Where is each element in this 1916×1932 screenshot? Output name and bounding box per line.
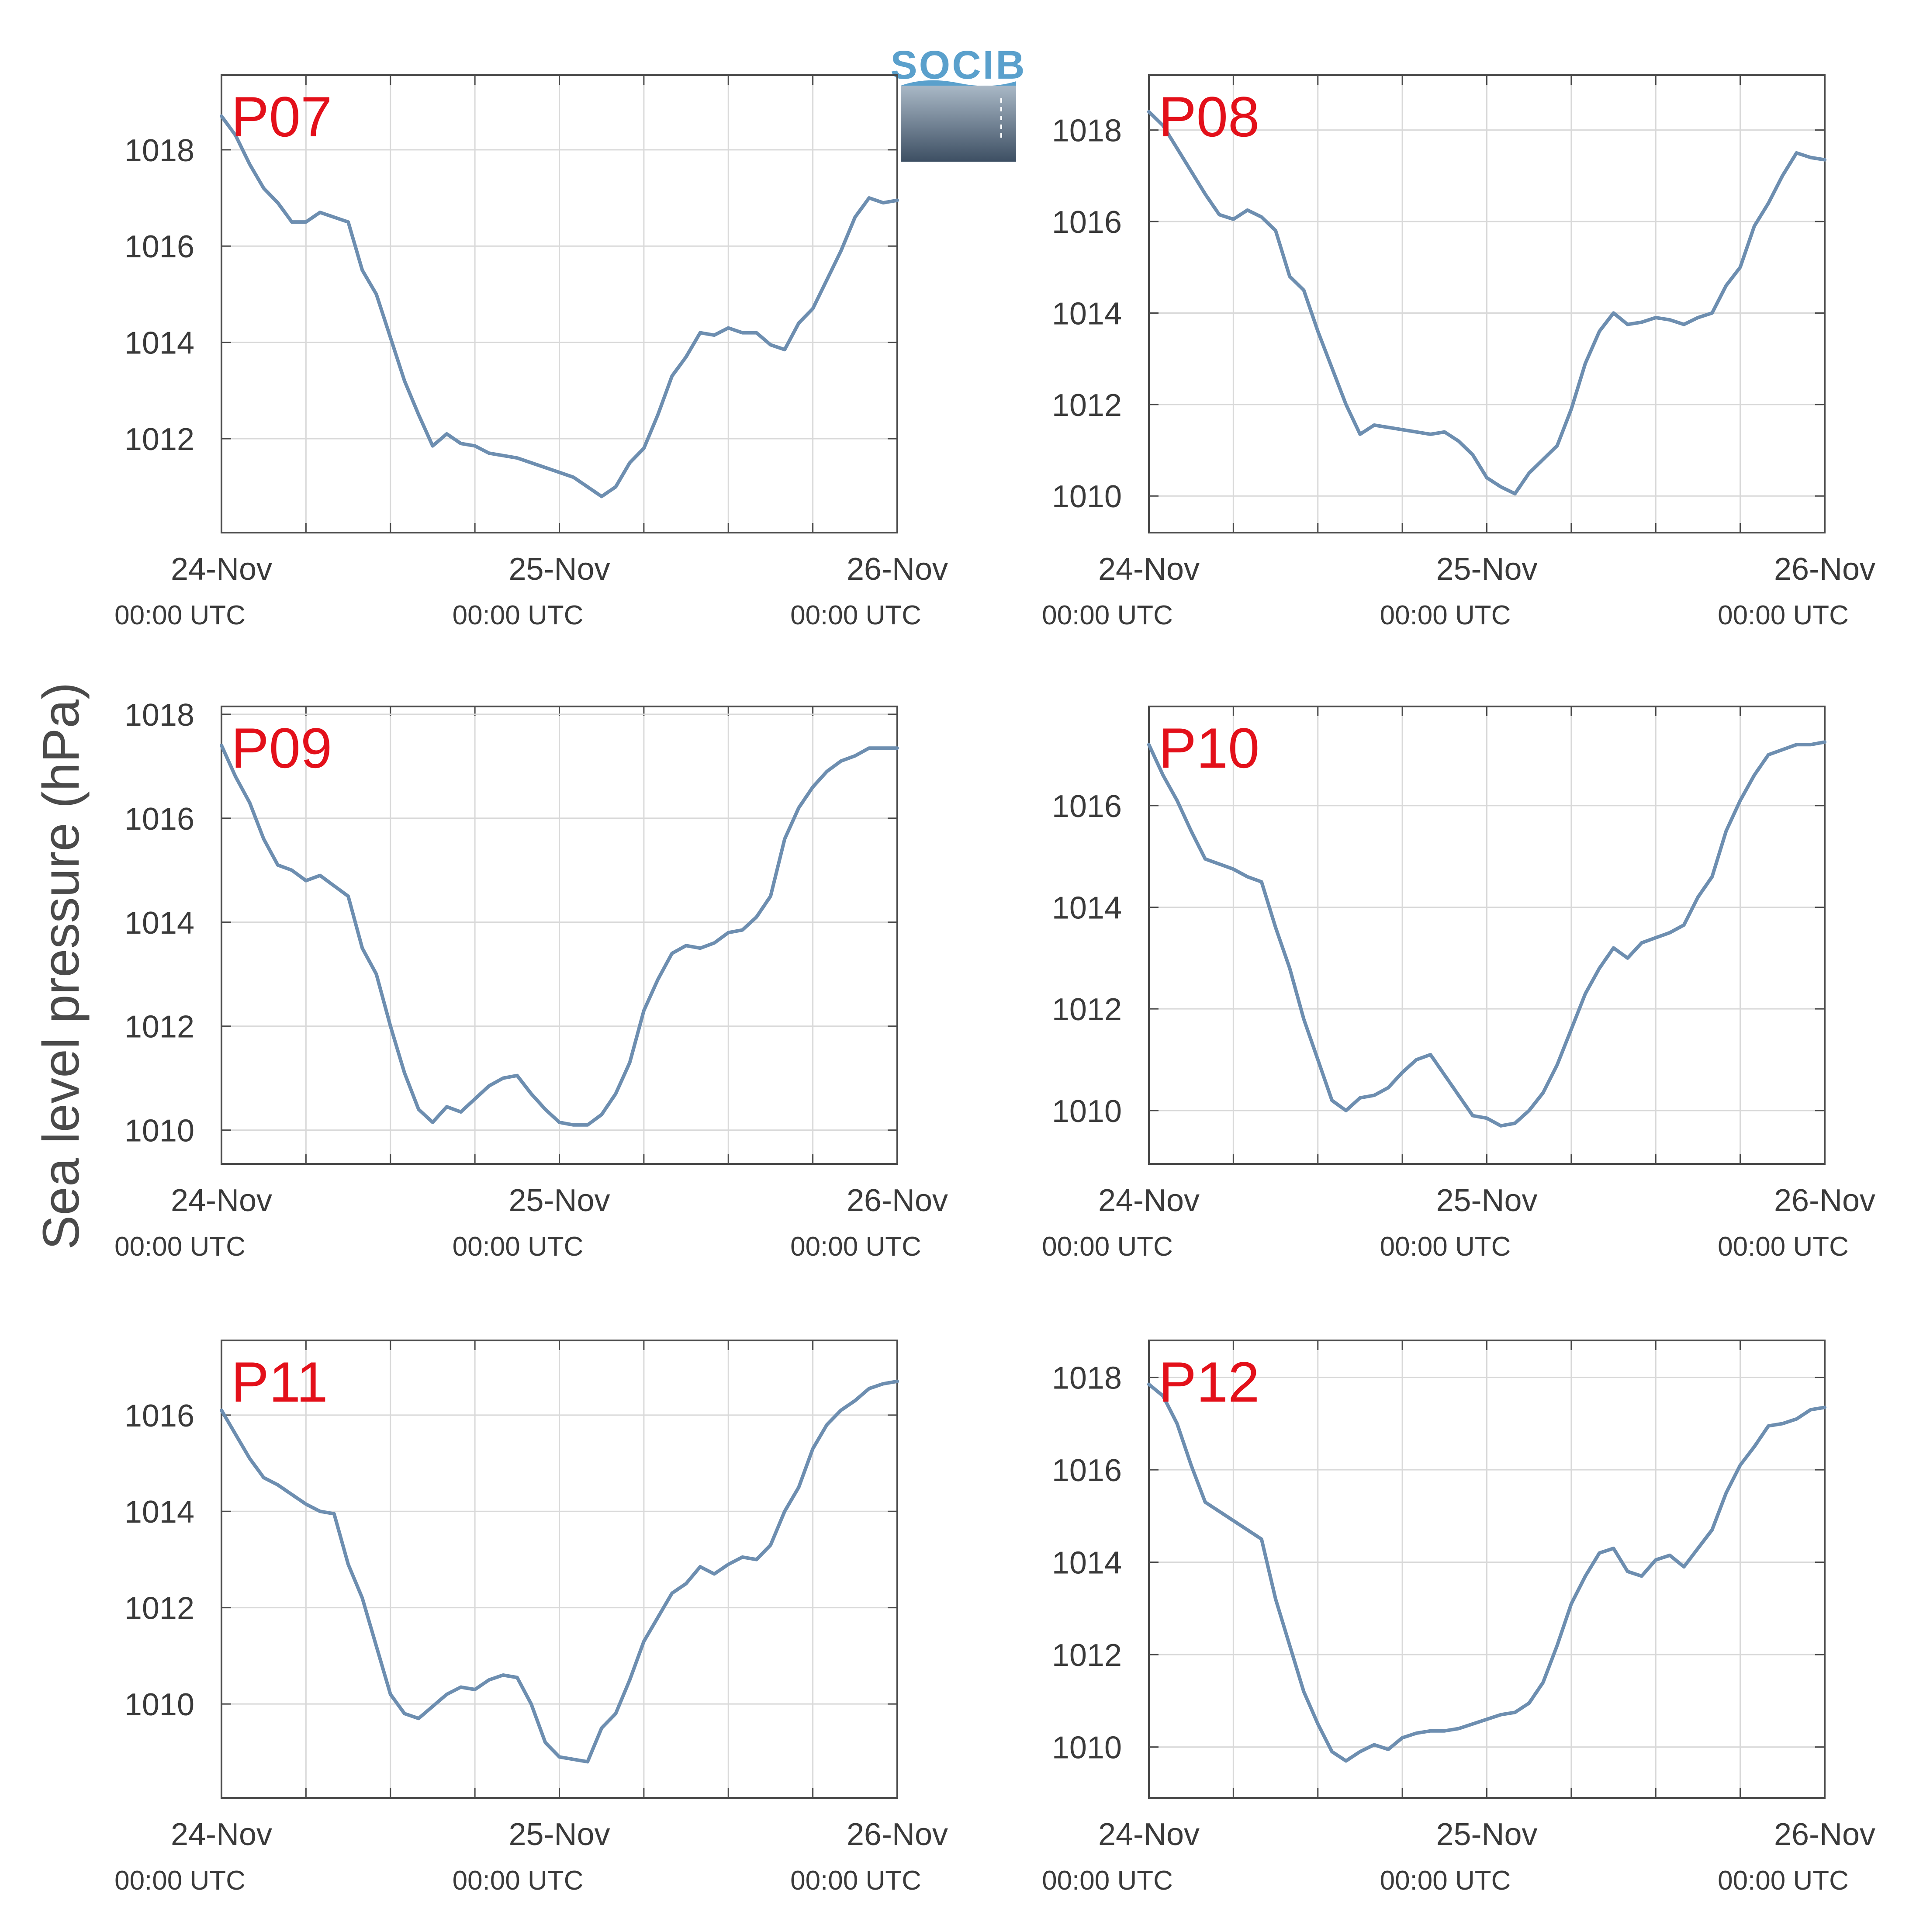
- panel-frame: [1148, 74, 1826, 533]
- y-tick-label: 1012: [1052, 388, 1122, 423]
- pressure-series-line: [1147, 740, 1826, 1128]
- x-tick-sublabel: 00:00 UTC: [790, 1232, 921, 1262]
- y-tick-label: 1014: [1052, 296, 1122, 331]
- y-tick-label: 1016: [125, 802, 194, 837]
- x-tick-sublabel: 00:00 UTC: [114, 600, 246, 630]
- x-tick-label: 25-Nov: [1436, 1183, 1537, 1218]
- y-tick-label: 1014: [125, 326, 194, 361]
- y-tick-label: 1012: [125, 1010, 194, 1045]
- x-tick-sublabel: 00:00 UTC: [1380, 600, 1511, 630]
- panel-frame: [1148, 706, 1826, 1165]
- x-tick-label: 26-Nov: [1774, 1817, 1875, 1852]
- x-tick-label: 25-Nov: [508, 552, 610, 587]
- panels: 1012 1014 1016 1018 P07 24-Nov 00:00 UTC 25-Nov…: [114, 74, 1875, 1896]
- y-tick-label: 1010: [1052, 479, 1122, 514]
- x-tick-label: 24-Nov: [1098, 552, 1200, 587]
- panel-label: P12: [1159, 1350, 1259, 1414]
- y-tick-label: 1018: [125, 698, 194, 733]
- panel-p10: 1010 1012 1014 1016 P10 24-Nov 00:00 UTC 25-Nov…: [1042, 706, 1875, 1262]
- y-tick-label: 1016: [1052, 1453, 1122, 1488]
- y-tick-label: 1012: [125, 422, 194, 457]
- y-tick-label: 1012: [1052, 1638, 1122, 1673]
- y-tick-label: 1010: [125, 1687, 194, 1722]
- y-tick-label: 1018: [125, 133, 194, 168]
- x-tick-label: 25-Nov: [1436, 1817, 1537, 1852]
- y-tick-label: 1010: [1052, 1094, 1122, 1129]
- y-tick-label: 1016: [125, 1399, 194, 1433]
- panel-label: P09: [231, 716, 332, 780]
- panel-p12: 1010 1012 1014 1016 1018 P12 24-Nov 00:00 UTC 25…: [1042, 1340, 1875, 1896]
- x-tick-label: 26-Nov: [1774, 1183, 1875, 1218]
- x-tick-sublabel: 00:00 UTC: [1042, 1232, 1173, 1262]
- x-tick-label: 26-Nov: [847, 1817, 948, 1852]
- y-tick-label: 1016: [1052, 205, 1122, 240]
- y-axis-label: Sea level pressure (hPa): [32, 682, 90, 1250]
- x-tick-label: 24-Nov: [171, 1183, 272, 1218]
- x-tick-label: 25-Nov: [508, 1817, 610, 1852]
- x-tick-sublabel: 00:00 UTC: [453, 1232, 584, 1262]
- x-tick-sublabel: 00:00 UTC: [1042, 1866, 1173, 1896]
- x-tick-label: 24-Nov: [1098, 1183, 1200, 1218]
- logo-text: SOCIB: [890, 43, 1026, 87]
- x-tick-sublabel: 00:00 UTC: [1042, 600, 1173, 630]
- pressure-series-line: [220, 744, 899, 1127]
- x-tick-sublabel: 00:00 UTC: [1380, 1232, 1511, 1262]
- panel-p09: 1010 1012 1014 1016 1018 P09 24-Nov 00:00 UTC 25…: [114, 698, 948, 1262]
- y-tick-label: 1016: [125, 229, 194, 264]
- x-tick-sublabel: 00:00 UTC: [790, 600, 921, 630]
- pressure-series-line: [1147, 110, 1826, 495]
- panel-label: P08: [1159, 85, 1259, 149]
- panel-label: P10: [1159, 716, 1259, 780]
- panel-p07: 1012 1014 1016 1018 P07 24-Nov 00:00 UTC 25-Nov…: [114, 74, 948, 630]
- panel-p08: 1010 1012 1014 1016 1018 P08 24-Nov 00:00 UTC 25…: [1042, 74, 1875, 630]
- panel-label: P11: [231, 1350, 328, 1414]
- x-tick-sublabel: 00:00 UTC: [114, 1866, 246, 1896]
- pressure-series-line: [220, 1379, 899, 1764]
- x-tick-label: 24-Nov: [171, 1817, 272, 1852]
- panel-frame: [221, 1340, 898, 1799]
- y-tick-label: 1014: [125, 906, 194, 941]
- x-tick-sublabel: 00:00 UTC: [114, 1232, 246, 1262]
- y-tick-label: 1014: [125, 1495, 194, 1530]
- y-tick-label: 1018: [1052, 114, 1122, 149]
- x-tick-sublabel: 00:00 UTC: [1718, 600, 1849, 630]
- x-tick-sublabel: 00:00 UTC: [790, 1866, 921, 1896]
- y-tick-label: 1014: [1052, 1546, 1122, 1581]
- x-tick-label: 26-Nov: [847, 552, 948, 587]
- x-tick-label: 25-Nov: [508, 1183, 610, 1218]
- y-tick-label: 1014: [1052, 891, 1122, 926]
- y-tick-label: 1012: [125, 1591, 194, 1626]
- x-tick-sublabel: 00:00 UTC: [453, 600, 584, 630]
- y-tick-label: 1010: [1052, 1731, 1122, 1766]
- x-tick-sublabel: 00:00 UTC: [1718, 1866, 1849, 1896]
- y-tick-label: 1012: [1052, 992, 1122, 1027]
- x-tick-label: 26-Nov: [1774, 552, 1875, 587]
- x-tick-sublabel: 00:00 UTC: [1718, 1232, 1849, 1262]
- x-tick-label: 24-Nov: [171, 552, 272, 587]
- socib-logo: SOCIB: [890, 43, 1026, 162]
- x-tick-sublabel: 00:00 UTC: [1380, 1866, 1511, 1896]
- x-tick-label: 26-Nov: [847, 1183, 948, 1218]
- x-tick-label: 25-Nov: [1436, 552, 1537, 587]
- x-tick-label: 24-Nov: [1098, 1817, 1200, 1852]
- panel-frame: [221, 74, 898, 533]
- y-tick-label: 1016: [1052, 789, 1122, 824]
- panel-p11: 1010 1012 1014 1016 P11 24-Nov 00:00 UTC 25-Nov…: [114, 1340, 948, 1896]
- y-tick-label: 1010: [125, 1114, 194, 1149]
- pressure-series-line: [1147, 1382, 1826, 1763]
- x-tick-sublabel: 00:00 UTC: [453, 1866, 584, 1896]
- pressure-series-line: [220, 114, 899, 499]
- panel-label: P07: [231, 85, 332, 149]
- y-tick-label: 1018: [1052, 1361, 1122, 1396]
- panel-frame: [221, 706, 898, 1165]
- panel-frame: [1148, 1340, 1826, 1799]
